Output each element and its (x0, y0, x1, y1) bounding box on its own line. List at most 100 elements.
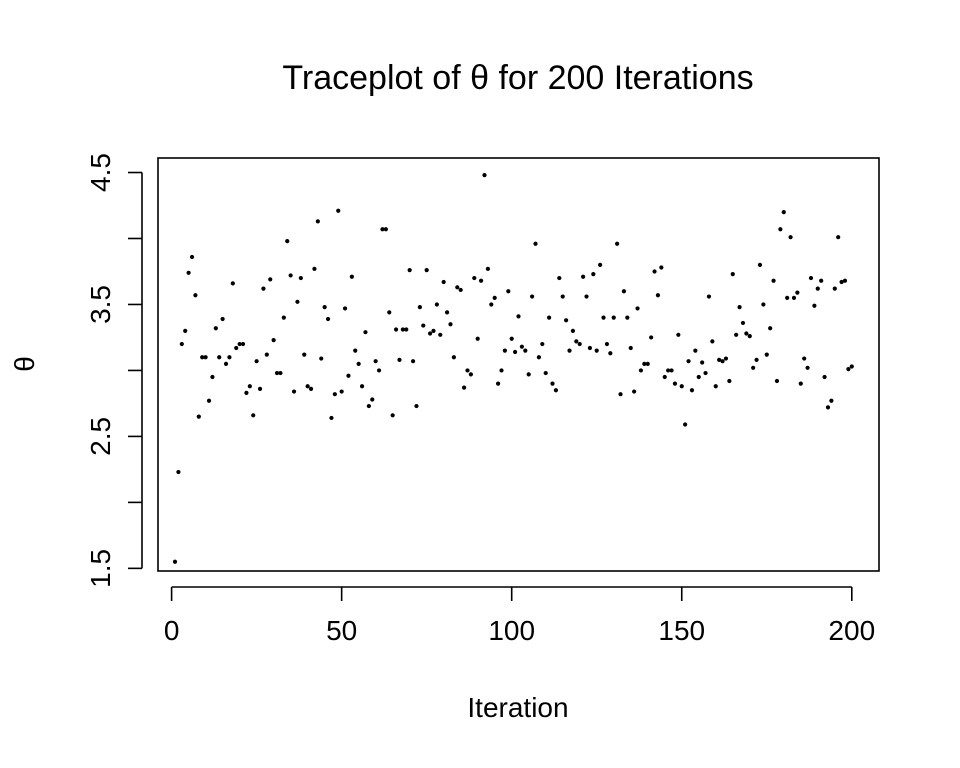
data-point (349, 274, 354, 279)
data-point (771, 278, 776, 283)
data-point (550, 381, 555, 386)
data-point (808, 275, 814, 281)
data-point (628, 345, 633, 351)
data-point (458, 287, 463, 293)
data-point (512, 349, 518, 355)
data-point (346, 373, 351, 378)
data-point (842, 278, 848, 283)
data-point (530, 294, 535, 299)
data-point (427, 331, 433, 336)
data-point (193, 293, 198, 298)
data-point (536, 355, 542, 360)
data-point (414, 403, 419, 409)
data-point (295, 299, 300, 304)
data-point (196, 414, 201, 419)
data-point (795, 290, 800, 295)
data-point (499, 368, 504, 373)
data-point (581, 274, 586, 279)
data-point (557, 275, 562, 281)
data-point (478, 278, 484, 283)
data-point (444, 310, 450, 315)
data-point (540, 341, 545, 347)
data-point (322, 305, 327, 310)
data-point (223, 361, 229, 366)
data-point (591, 272, 596, 277)
data-point (230, 281, 235, 286)
data-point (553, 388, 559, 393)
data-point (679, 384, 684, 389)
data-point (359, 384, 365, 389)
data-point (543, 370, 548, 376)
data-point (683, 422, 688, 427)
data-point (407, 268, 412, 273)
data-point (356, 361, 361, 366)
y-tick-label: 4.5 (85, 153, 116, 192)
data-point (686, 359, 691, 364)
data-point (448, 322, 453, 327)
data-point (717, 357, 722, 362)
data-point (713, 384, 718, 389)
data-point (472, 275, 477, 281)
data-point (781, 209, 786, 215)
data-point (710, 339, 715, 344)
data-point (621, 289, 627, 294)
data-point (254, 359, 259, 364)
data-point (839, 279, 844, 285)
data-point (424, 268, 429, 273)
data-point (720, 359, 725, 364)
y-tick-label: 2.5 (85, 417, 116, 456)
data-point (700, 360, 705, 365)
data-point (642, 361, 647, 366)
data-point (495, 381, 501, 386)
data-point (747, 334, 752, 339)
data-point (523, 348, 528, 353)
chart-title: Traceplot of θ for 200 Iterations (282, 59, 753, 97)
data-point (234, 345, 239, 351)
data-point (200, 355, 205, 360)
data-point (278, 370, 283, 376)
data-point (516, 314, 521, 319)
data-point (176, 469, 181, 475)
data-point (740, 320, 746, 326)
data-point (393, 327, 399, 332)
data-point (189, 254, 195, 260)
data-point (336, 208, 341, 213)
data-point (390, 413, 395, 418)
data-point (315, 219, 320, 224)
data-point (268, 277, 273, 282)
data-point (217, 355, 222, 360)
data-point (611, 315, 616, 320)
data-point (489, 302, 494, 307)
data-point (312, 266, 317, 271)
data-point (298, 275, 303, 281)
data-point (655, 293, 661, 298)
data-point (308, 386, 314, 392)
data-point (376, 368, 382, 373)
data-point (373, 359, 378, 364)
data-point (676, 332, 681, 337)
data-point (560, 294, 565, 299)
data-point (329, 415, 334, 421)
data-point (461, 385, 467, 390)
data-point (798, 381, 803, 386)
data-point (244, 390, 249, 395)
data-points (172, 173, 854, 564)
data-point (455, 285, 460, 290)
data-point (849, 364, 854, 369)
data-point (577, 341, 582, 347)
y-axis: 1.5 2.5 3.5 4.5 (85, 153, 143, 588)
data-point (635, 306, 640, 311)
data-point (764, 352, 769, 357)
data-point (397, 357, 402, 362)
data-point (271, 337, 276, 343)
data-point (492, 295, 497, 300)
data-point (754, 357, 759, 362)
data-point (220, 316, 225, 322)
data-point (519, 344, 525, 349)
data-point (819, 278, 824, 283)
data-point (601, 315, 606, 320)
plot-frame (157, 157, 880, 572)
data-point (744, 331, 749, 336)
data-point (645, 361, 650, 366)
data-point (594, 348, 599, 353)
